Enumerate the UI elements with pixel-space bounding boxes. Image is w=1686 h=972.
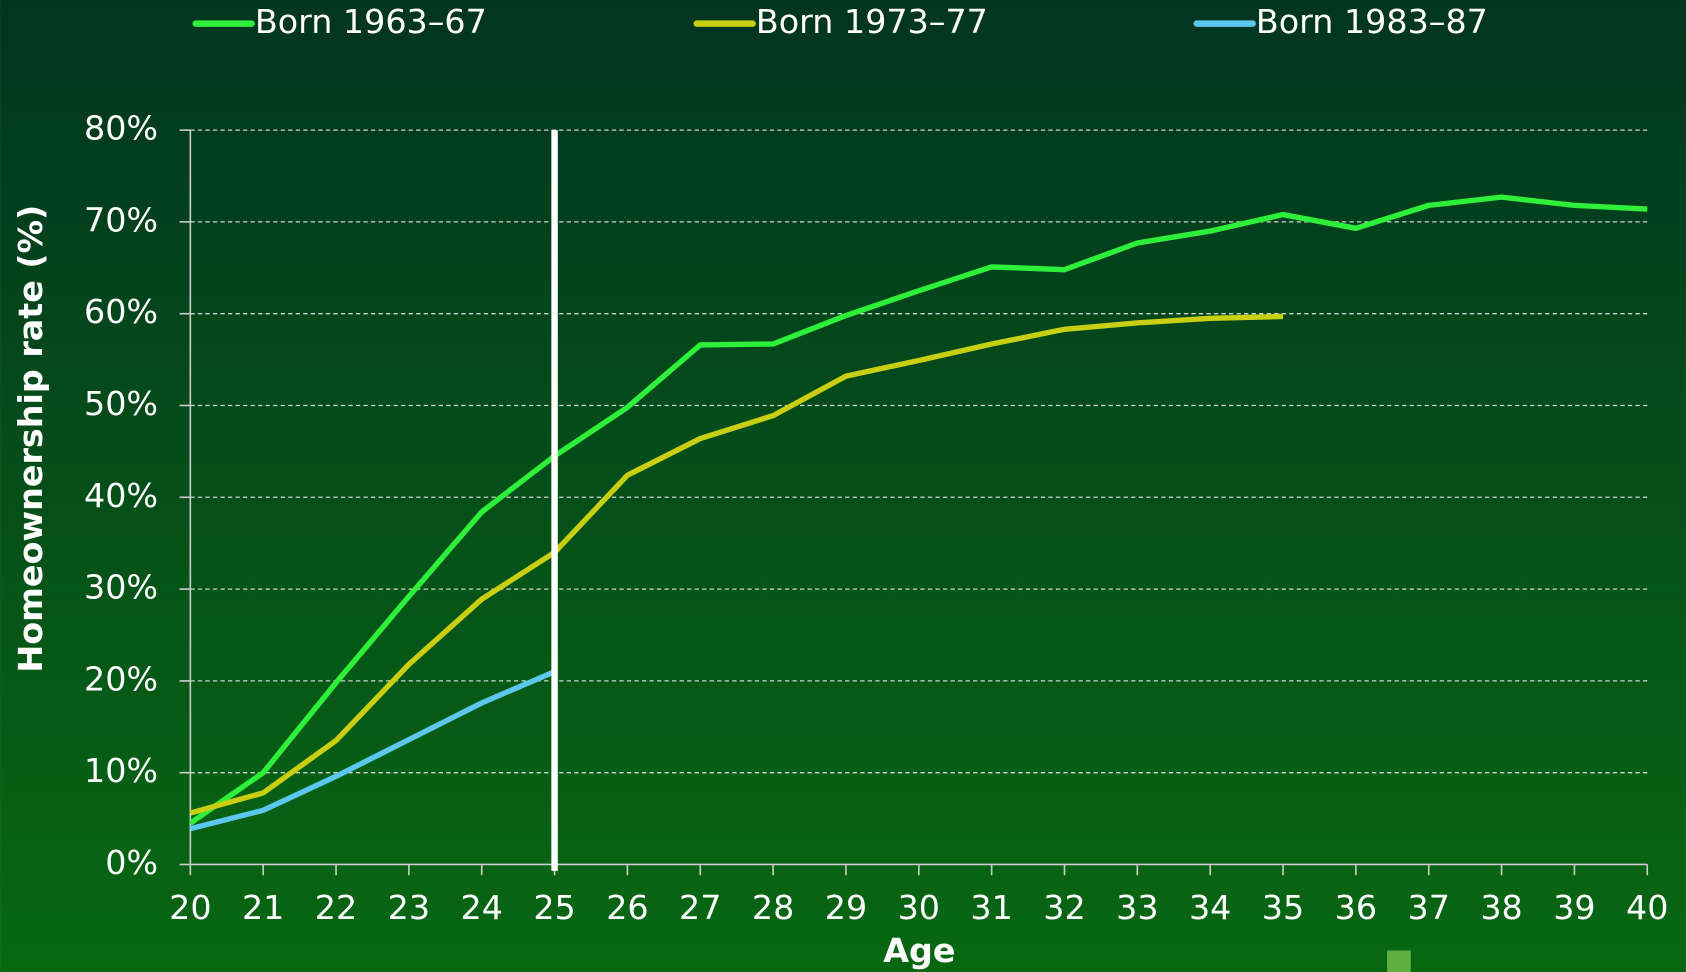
legend-label: Born 1983–87 (1256, 2, 1488, 41)
y-tick-label: 10% (84, 751, 158, 790)
x-tick-label: 20 (169, 888, 211, 927)
x-tick-label: 38 (1480, 888, 1522, 927)
x-tick-label: 24 (461, 888, 503, 927)
y-tick-label: 50% (84, 384, 158, 423)
decoration (1387, 950, 1411, 972)
x-tick-label: 32 (1043, 888, 1085, 927)
series-line (189, 313, 1284, 816)
series-line (188, 194, 1648, 826)
x-tick-label: 25 (533, 888, 575, 927)
series-line (189, 669, 556, 832)
y-tick-label: 60% (84, 292, 158, 331)
x-tick-label: 34 (1189, 888, 1231, 927)
y-tick-label: 40% (84, 476, 158, 515)
x-tick-label: 39 (1553, 888, 1595, 927)
x-tick-label: 36 (1335, 888, 1377, 927)
x-tick-label: 27 (679, 888, 721, 927)
legend-label: Born 1973–77 (756, 2, 988, 41)
x-tick-label: 21 (242, 888, 284, 927)
x-tick-label: 23 (388, 888, 430, 927)
legend-label: Born 1963–67 (255, 2, 487, 41)
x-tick-label: 31 (970, 888, 1012, 927)
y-tick-label: 30% (84, 568, 158, 607)
x-tick-label: 26 (606, 888, 648, 927)
x-tick-label: 35 (1262, 888, 1304, 927)
x-tick-label: 22 (315, 888, 357, 927)
y-axis-label: Homeownership rate (%) (11, 205, 50, 673)
x-tick-label: 33 (1116, 888, 1158, 927)
x-tick-label: 37 (1408, 888, 1450, 927)
x-tick-label: 40 (1626, 888, 1668, 927)
x-tick-label: 29 (825, 888, 867, 927)
y-tick-label: 70% (84, 200, 158, 239)
x-axis-label: Age (883, 931, 955, 970)
x-tick-label: 28 (752, 888, 794, 927)
y-tick-label: 20% (84, 659, 158, 698)
y-tick-label: 80% (84, 109, 158, 148)
y-tick-label: 0% (105, 843, 158, 882)
x-tick-label: 30 (898, 888, 940, 927)
